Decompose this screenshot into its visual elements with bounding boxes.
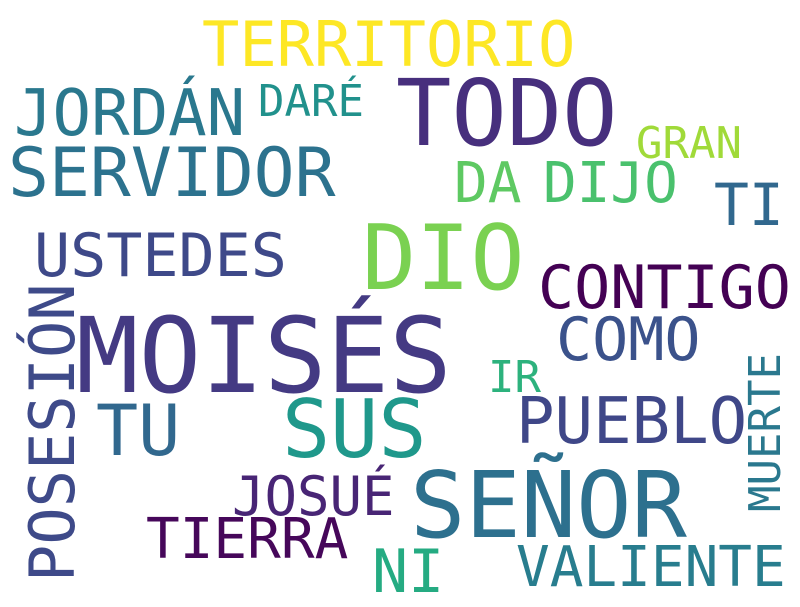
word-dare: DARÉ [258, 76, 364, 127]
word-tierra: TIERRA [146, 507, 349, 572]
word-senor: SEÑOR [410, 452, 687, 559]
word-josue: JOSUÉ [232, 465, 395, 528]
word-da: DA [454, 151, 522, 216]
word-valiente: VALIENTE [516, 535, 786, 600]
word-tu: TU [96, 390, 181, 472]
word-como: COMO [556, 305, 701, 375]
word-ti: TI [714, 171, 784, 239]
word-pueblo: PUEBLO [516, 385, 748, 459]
word-contigo: CONTIGO [538, 253, 791, 323]
word-gran: GRAN [636, 118, 742, 169]
word-sus: SUS [282, 383, 427, 476]
word-posesion: POSESIÓN [16, 283, 89, 582]
word-dijo: DIJO [543, 151, 678, 216]
word-moises: MOISÉS [76, 295, 452, 417]
word-ir: IR [488, 352, 541, 403]
word-territorio: TERRITORIO [202, 8, 576, 81]
word-muerte: MUERTE [740, 353, 791, 512]
word-dio: DIO [362, 206, 525, 311]
word-ustedes: USTEDES [34, 221, 287, 291]
word-jordan: JORDÁN [14, 77, 246, 151]
word-todo: TODO [396, 60, 618, 167]
word-ni: NI [372, 537, 445, 607]
word-servidor: SERVIDOR [8, 134, 336, 213]
